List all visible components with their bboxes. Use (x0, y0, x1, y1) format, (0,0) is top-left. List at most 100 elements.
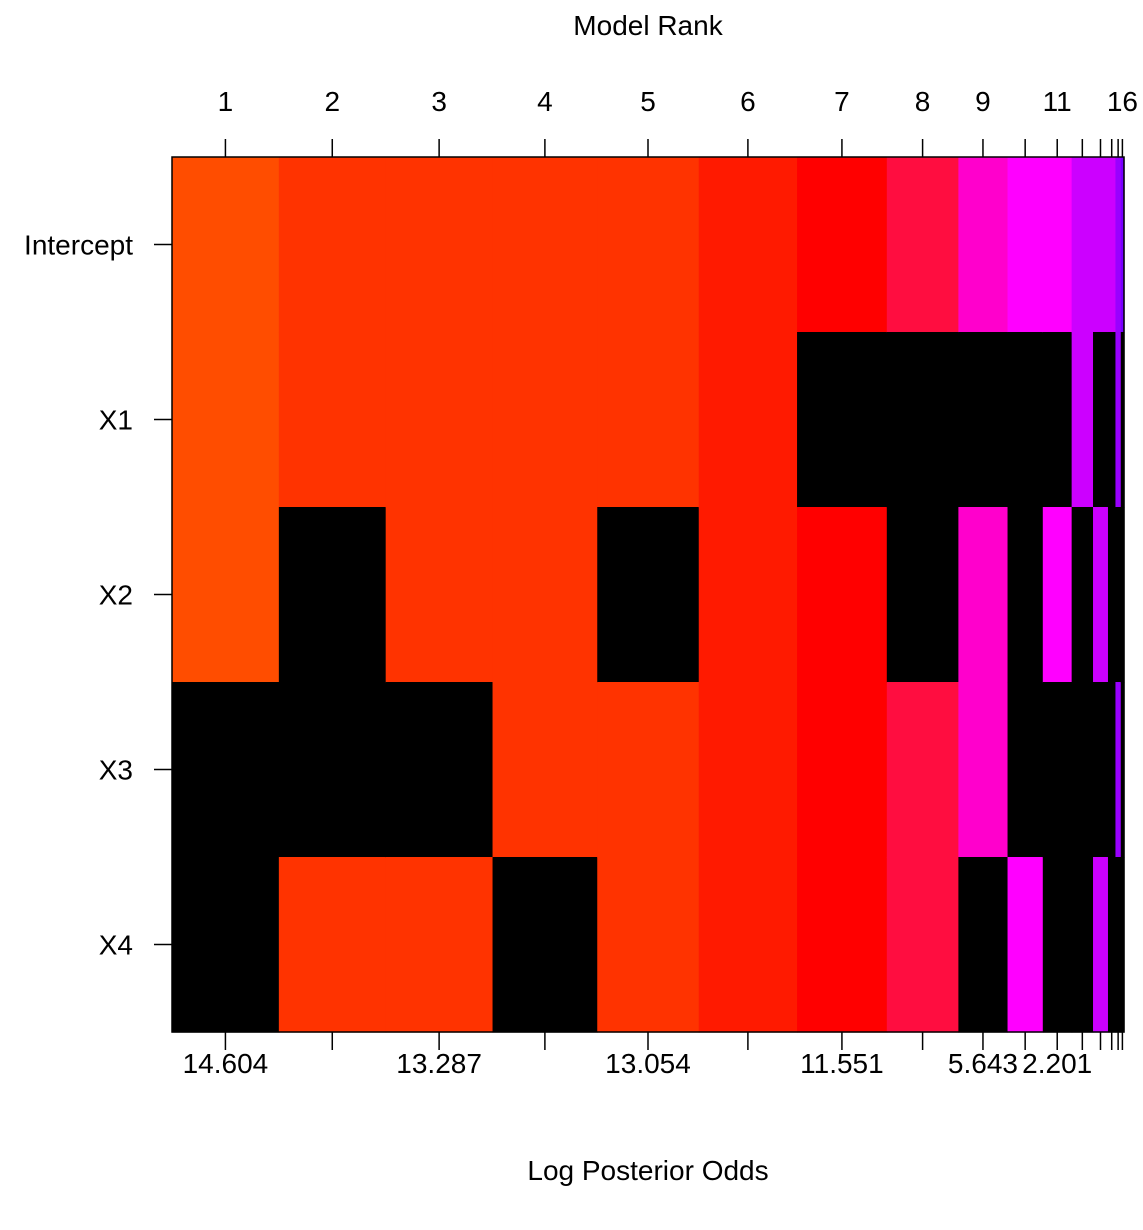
cell-model-14-intercept (1107, 157, 1117, 333)
cell-model-4-x1 (492, 332, 598, 508)
cell-model-12-x4 (1071, 857, 1094, 1033)
cell-model-12-intercept (1071, 157, 1094, 333)
cell-model-6-x3 (698, 682, 798, 858)
top-tick-label: 9 (975, 86, 991, 117)
cell-model-12-x3 (1071, 682, 1094, 858)
x-axis-label: Log Posterior Odds (527, 1155, 768, 1186)
cell-model-3-x4 (385, 857, 494, 1033)
cell-model-8-x2 (886, 507, 959, 683)
cell-model-15-x4 (1115, 857, 1122, 1033)
cell-model-16-x3 (1120, 682, 1125, 858)
top-tick-label: 16 (1107, 86, 1138, 117)
left-axis: Intercept X1 X2 X3 X4 (24, 230, 172, 961)
cell-model-8-intercept (886, 157, 959, 333)
cell-model-1-x2 (172, 507, 280, 683)
cell-model-13-x1 (1093, 332, 1109, 508)
cell-model-6-x2 (698, 507, 798, 683)
cell-model-6-intercept (698, 157, 798, 333)
bottom-tick-label: 14.604 (183, 1048, 269, 1079)
cell-model-12-x2 (1071, 507, 1094, 683)
cell-model-13-x2 (1093, 507, 1109, 683)
cell-model-2-x3 (278, 682, 387, 858)
row-label: X4 (99, 930, 133, 961)
top-tick-label: 8 (915, 86, 931, 117)
cell-model-1-x1 (172, 332, 280, 508)
cell-model-10-intercept (1007, 157, 1044, 333)
cell-model-3-x3 (385, 682, 494, 858)
cell-model-1-x4 (172, 857, 280, 1033)
cell-model-2-intercept (278, 157, 387, 333)
cell-model-2-x2 (278, 507, 387, 683)
cell-model-15-x2 (1115, 507, 1122, 683)
top-tick-label: 2 (324, 86, 340, 117)
top-axis: 1 2 3 4 5 6 7 8 9 11 16 (218, 86, 1138, 157)
cell-model-10-x3 (1007, 682, 1044, 858)
cell-model-4-x4 (492, 857, 598, 1033)
row-label: Intercept (24, 230, 133, 261)
bottom-tick-label: 13.054 (605, 1048, 691, 1079)
cell-model-5-x4 (597, 857, 700, 1033)
cell-model-13-intercept (1093, 157, 1109, 333)
cell-model-2-x1 (278, 332, 387, 508)
cell-model-1-x3 (172, 682, 280, 858)
cell-model-11-x4 (1042, 857, 1073, 1033)
top-tick-label: 6 (740, 86, 756, 117)
cell-model-8-x3 (886, 682, 959, 858)
cell-model-9-intercept (958, 157, 1009, 333)
top-tick-label: 1 (218, 86, 234, 117)
cell-model-16-x4 (1120, 857, 1125, 1033)
bottom-tick-label: 11.551 (800, 1048, 884, 1079)
top-tick-label: 7 (834, 86, 850, 117)
cell-model-14-x4 (1107, 857, 1117, 1033)
top-tick-label: 11 (1043, 86, 1072, 117)
bottom-tick-label: 2.201 (1022, 1048, 1092, 1079)
cell-model-8-x1 (886, 332, 959, 508)
chart-title: Model Rank (573, 10, 723, 41)
cell-model-3-x2 (385, 507, 494, 683)
cell-model-6-x4 (698, 857, 798, 1033)
cell-model-9-x4 (958, 857, 1009, 1033)
cell-model-3-intercept (385, 157, 494, 333)
cell-model-13-x4 (1093, 857, 1109, 1033)
cell-model-7-x3 (797, 682, 888, 858)
cell-model-7-x1 (797, 332, 888, 508)
cell-model-15-intercept (1115, 157, 1122, 333)
cell-model-11-x1 (1042, 332, 1073, 508)
cell-model-16-x2 (1120, 507, 1125, 683)
cell-model-11-intercept (1042, 157, 1073, 333)
cell-model-3-x1 (385, 332, 494, 508)
top-tick-label: 5 (640, 86, 656, 117)
cell-model-15-x3 (1115, 682, 1122, 858)
cell-model-14-x3 (1107, 682, 1117, 858)
cell-model-7-x2 (797, 507, 888, 683)
cell-model-4-x3 (492, 682, 598, 858)
cell-model-11-x2 (1042, 507, 1073, 683)
cell-model-7-x4 (797, 857, 888, 1033)
cell-model-1-intercept (172, 157, 280, 333)
cell-model-10-x2 (1007, 507, 1044, 683)
cell-model-8-x4 (886, 857, 959, 1033)
cell-model-2-x4 (278, 857, 387, 1033)
bottom-tick-label: 13.287 (396, 1048, 482, 1079)
cell-model-4-intercept (492, 157, 598, 333)
top-tick-label: 4 (537, 86, 553, 117)
cell-model-6-x1 (698, 332, 798, 508)
cell-model-12-x1 (1071, 332, 1094, 508)
cell-model-15-x1 (1115, 332, 1122, 508)
cell-model-9-x3 (958, 682, 1009, 858)
row-label: X1 (99, 405, 133, 436)
bottom-tick-label: 5.643 (948, 1048, 1018, 1079)
cell-model-9-x2 (958, 507, 1009, 683)
cell-model-11-x3 (1042, 682, 1073, 858)
cell-model-5-x2 (597, 507, 700, 683)
row-label: X2 (99, 580, 133, 611)
cell-model-16-intercept (1120, 157, 1125, 333)
cell-model-10-x4 (1007, 857, 1044, 1033)
heatmap-cells (172, 157, 1125, 1033)
row-label: X3 (99, 755, 133, 786)
cell-model-16-x1 (1120, 332, 1125, 508)
cell-model-5-x1 (597, 332, 700, 508)
top-tick-label: 3 (431, 86, 447, 117)
